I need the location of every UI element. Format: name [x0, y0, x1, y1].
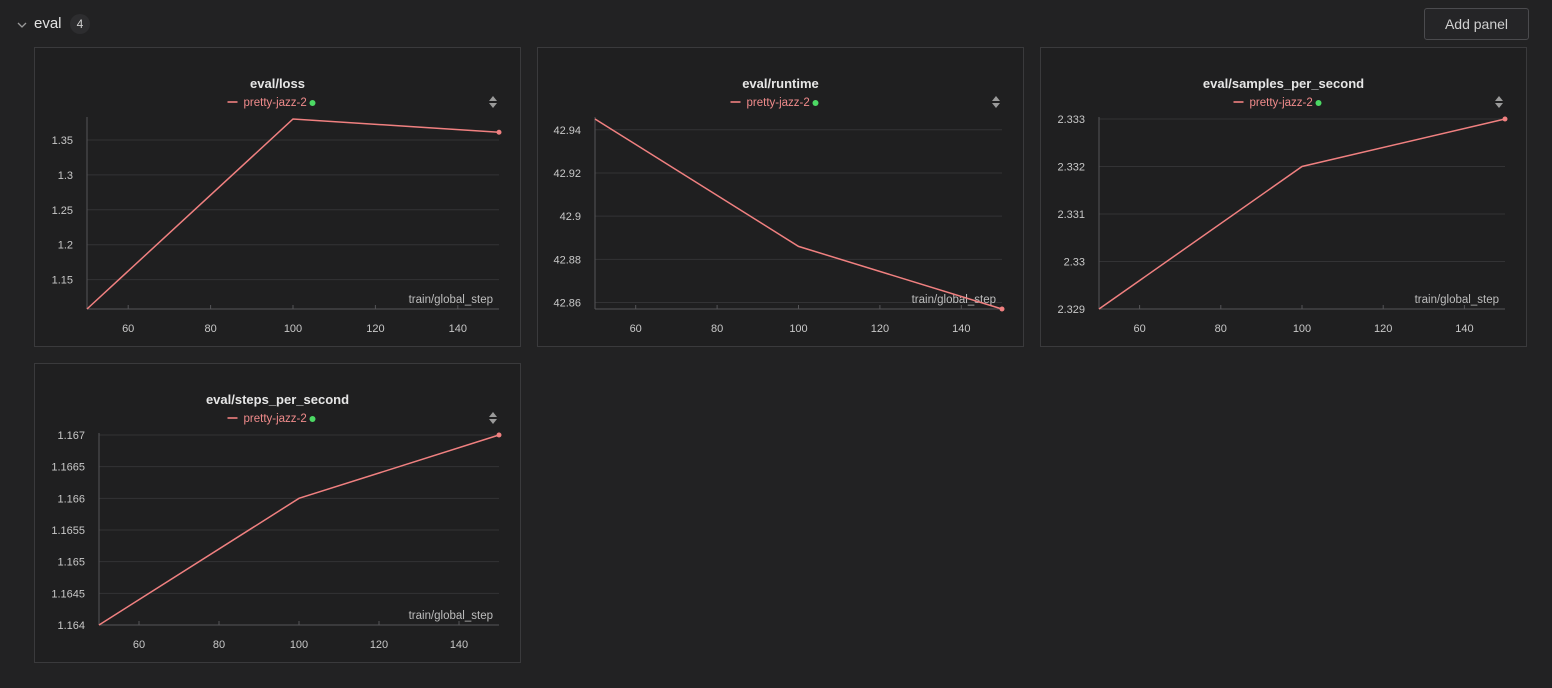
x-tick-label: 120: [370, 639, 388, 651]
y-tick-label: 1.3: [58, 170, 73, 182]
legend-item[interactable]: pretty-jazz-2: [227, 413, 316, 425]
legend-item[interactable]: pretty-jazz-2: [227, 97, 316, 109]
chart-title: eval/loss: [250, 76, 305, 91]
chart-svg: eval/samples_per_second pretty-jazz-2 2.32…: [1057, 76, 1508, 335]
x-tick-label: 80: [204, 323, 216, 335]
x-tick-label: 100: [789, 323, 807, 335]
status-dot-icon: [309, 416, 316, 422]
y-tick-label: 1.167: [57, 430, 85, 442]
x-tick-label: 80: [711, 323, 723, 335]
x-tick-label: 60: [630, 323, 642, 335]
y-tick-label: 1.2: [58, 240, 73, 252]
data-point[interactable]: [496, 129, 502, 135]
x-tick-label: 60: [133, 639, 145, 651]
data-point[interactable]: [496, 432, 502, 438]
sort-arrows-icon[interactable]: [992, 96, 1000, 108]
y-tick-label: 1.35: [52, 135, 73, 147]
legend-label: pretty-jazz-2: [244, 413, 307, 425]
x-axis-label: train/global_step: [409, 610, 493, 622]
chart-title: eval/samples_per_second: [1203, 76, 1364, 91]
chart-panel-eval-runtime[interactable]: eval/runtime pretty-jazz-2 42.86 42.88 42.9 4…: [537, 47, 1024, 347]
y-tick-label: 1.1655: [51, 525, 85, 537]
status-dot-icon: [1315, 100, 1322, 106]
y-tick-label: 2.33: [1064, 257, 1085, 269]
y-tick-label: 1.15: [52, 275, 73, 287]
y-tick-label: 1.1665: [51, 462, 85, 474]
sort-arrows-icon[interactable]: [489, 96, 497, 108]
legend-label: pretty-jazz-2: [1250, 97, 1313, 109]
chevron-down-icon[interactable]: [15, 18, 29, 32]
section-header: eval 4 Add panel: [0, 0, 1552, 48]
x-tick-label: 140: [952, 323, 970, 335]
x-axis-label: train/global_step: [912, 294, 996, 306]
legend-item[interactable]: pretty-jazz-2: [1233, 97, 1322, 109]
y-tick-label: 2.333: [1057, 114, 1085, 126]
data-point[interactable]: [999, 306, 1005, 312]
y-tick-label: 1.165: [57, 557, 85, 569]
y-tick-label: 2.329: [1057, 304, 1085, 316]
chart-panel-eval-samples-per-second[interactable]: eval/samples_per_second pretty-jazz-2 2.32…: [1040, 47, 1527, 347]
x-tick-label: 100: [1293, 323, 1311, 335]
y-tick-label: 42.88: [553, 254, 581, 266]
chart-svg: eval/steps_per_second pretty-jazz-2 1.164 1…: [51, 392, 502, 651]
y-tick-label: 42.86: [553, 298, 581, 310]
x-tick-label: 80: [213, 639, 225, 651]
status-dot-icon: [309, 100, 316, 106]
status-dot-icon: [812, 100, 819, 106]
x-tick-label: 140: [1455, 323, 1473, 335]
x-tick-label: 120: [366, 323, 384, 335]
add-panel-button[interactable]: Add panel: [1424, 8, 1529, 40]
y-tick-label: 42.92: [553, 168, 581, 180]
sort-arrows-icon[interactable]: [1495, 96, 1503, 108]
legend-label: pretty-jazz-2: [244, 97, 307, 109]
chart-title: eval/steps_per_second: [206, 392, 349, 407]
chart-panel-eval-loss[interactable]: eval/loss pretty-jazz-2 1.15 1.2 1.25 1.3 1.35…: [34, 47, 521, 347]
x-tick-label: 100: [284, 323, 302, 335]
x-tick-label: 140: [449, 323, 467, 335]
series-line[interactable]: [86, 118, 500, 310]
section-title[interactable]: eval: [34, 15, 62, 32]
panel-count-badge: 4: [70, 14, 90, 34]
chart-svg: eval/runtimepretty-jazz-242.8642.8842.94…: [553, 76, 1005, 335]
y-tick-label: 42.94: [553, 125, 581, 137]
x-tick-label: 120: [1374, 323, 1392, 335]
x-tick-label: 100: [290, 639, 308, 651]
chart-title: eval/runtime: [742, 76, 819, 91]
y-tick-label: 1.1645: [51, 588, 85, 600]
sort-arrows-icon[interactable]: [489, 412, 497, 424]
y-tick-label: 1.164: [57, 620, 85, 632]
x-tick-label: 60: [122, 323, 134, 335]
y-tick-label: 2.332: [1057, 162, 1085, 174]
y-tick-label: 1.25: [52, 205, 73, 217]
series-line[interactable]: [1098, 118, 1506, 310]
x-axis-label: train/global_step: [409, 294, 493, 306]
x-tick-label: 80: [1215, 323, 1227, 335]
y-tick-label: 1.166: [57, 493, 85, 505]
series-line[interactable]: [594, 118, 1003, 310]
chart-svg: eval/loss pretty-jazz-2 1.15 1.2 1.25 1.3 1.35…: [52, 76, 502, 335]
y-tick-label: 42.9: [560, 211, 581, 223]
legend-item[interactable]: pretty-jazz-2: [730, 97, 819, 109]
x-tick-label: 140: [450, 639, 468, 651]
x-axis-label: train/global_step: [1415, 294, 1499, 306]
series-line[interactable]: [98, 434, 500, 626]
y-tick-label: 2.331: [1057, 209, 1085, 221]
chart-panel-eval-steps-per-second[interactable]: eval/steps_per_second pretty-jazz-2 1.164 1…: [34, 363, 521, 663]
data-point[interactable]: [1502, 116, 1508, 122]
x-tick-label: 60: [1133, 323, 1145, 335]
legend-label: pretty-jazz-2: [747, 97, 810, 109]
x-tick-label: 120: [871, 323, 889, 335]
